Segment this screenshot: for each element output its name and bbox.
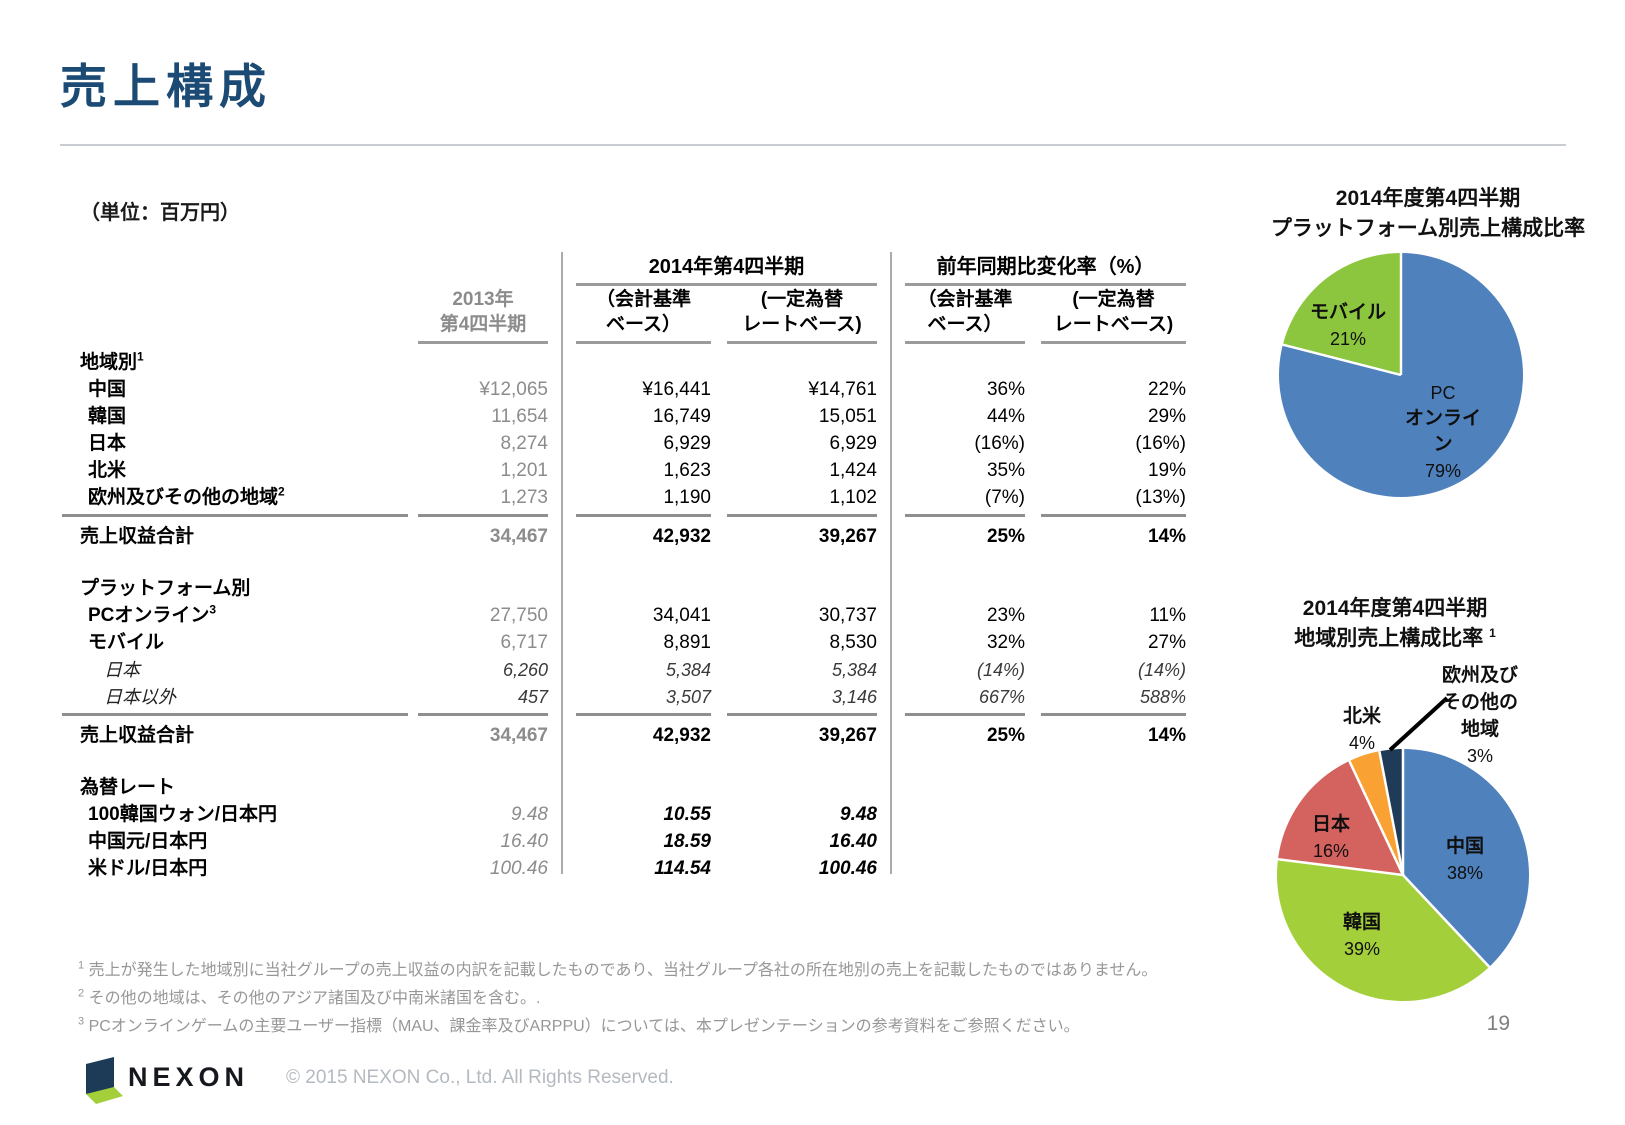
region-pie-title: 2014年度第4四半期 地域別売上構成比率 1: [1294, 597, 1496, 650]
pie-label-korea: 韓国 39%: [1342, 912, 1381, 959]
table-vertical-divider: [890, 252, 892, 874]
units-note: （単位：百万円）: [80, 202, 240, 224]
table-row-mobile-outside-japan: 日本以外 457 3,507 3,146 667% 588%: [104, 687, 1186, 707]
pie-label-mobile: モバイル 21%: [1309, 302, 1386, 349]
table-row-cny-jpy: 中国元/日本円 16.40 18.59 16.40: [88, 831, 877, 852]
page-title: 売上構成: [60, 60, 272, 113]
table-spacer: [62, 550, 1186, 572]
pie-label-pc-online: PC オンライン 79%: [1404, 383, 1481, 481]
table-row-china: 中国 ¥12,065 ¥16,441 ¥14,761 36% 22%: [88, 379, 1186, 400]
table-rule: [62, 710, 1186, 719]
pie-label-china: 中国 38%: [1445, 836, 1484, 883]
column-header-yoy-constant-fx: (一定為替 レートベース): [1041, 287, 1186, 344]
nexon-logo-icon: [86, 1057, 123, 1104]
footnote-2: 2 その他の地域は、その他のアジア諸国及び中南米諸国を含む。.: [78, 987, 541, 1007]
region-pie-chart: 2014年度第4四半期 地域別売上構成比率 1 欧州及び その他の 地域 3% …: [1230, 582, 1620, 1022]
group-header-yoy: 前年同期比変化率（%）: [905, 255, 1186, 286]
revenue-table: 2014年第4四半期 前年同期比変化率（%） 2013年 第4四半期 （会計基準…: [62, 252, 1186, 882]
table-row-usd-jpy: 米ドル/日本円 100.46 114.54 100.46: [88, 858, 877, 879]
table-row-region-total: 売上収益合計 34,467 42,932 39,267 25% 14%: [80, 526, 1186, 547]
region-pie: [1277, 749, 1529, 1001]
column-header-2014-constant-fx: (一定為替 レートベース): [727, 287, 877, 344]
table-row-mobile-japan: 日本 6,260 5,384 5,384 (14%) (14%): [104, 660, 1186, 680]
table-row-japan: 日本 8,274 6,929 6,929 (16%) (16%): [88, 433, 1186, 454]
section-header-fx: 為替レート: [80, 777, 176, 798]
pie-label-japan: 日本 16%: [1311, 814, 1350, 861]
footnote-3: 3 PCオンラインゲームの主要ユーザー指標（MAU、課金率及びARPPU）につい…: [78, 1015, 1080, 1035]
table-row-pc-online: PCオンライン3 27,750 34,041 30,737 23% 11%: [88, 602, 1186, 626]
title-divider: [60, 144, 1566, 146]
section-header-platform: プラットフォーム別: [80, 578, 251, 599]
pie-label-north-america: 北米 4%: [1342, 706, 1381, 753]
table-row-north-america: 北米 1,201 1,623 1,424 35% 19%: [88, 460, 1186, 481]
page-number: 19: [1486, 1012, 1510, 1035]
table-group-header-row: 2014年第4四半期 前年同期比変化率（%）: [62, 252, 1186, 286]
table-row-mobile: モバイル 6,717 8,891 8,530 32% 27%: [88, 632, 1186, 653]
column-header-yoy-accounting: （会計基準 ベース）: [905, 287, 1025, 344]
table-spacer: [62, 749, 1186, 771]
platform-pie-title: 2014年度第4四半期 プラットフォーム別売上構成比率: [1270, 187, 1586, 240]
table-row-platform-total: 売上収益合計 34,467 42,932 39,267 25% 14%: [80, 725, 1186, 746]
table-row-krw-jpy: 100韓国ウォン/日本円 9.48 10.55 9.48: [88, 804, 877, 825]
copyright-text: © 2015 NEXON Co., Ltd. All Rights Reserv…: [286, 1067, 674, 1088]
table-column-header-row: 2013年 第4四半期 （会計基準 ベース） (一定為替 レートベース) （会計…: [62, 286, 1186, 344]
section-header-region: 地域別1: [80, 349, 144, 373]
table-row-europe-others: 欧州及びその他の地域2 1,273 1,190 1,102 (7%) (13%): [88, 484, 1186, 508]
table-vertical-divider: [561, 252, 563, 874]
pie-label-europe-others: 欧州及び その他の 地域 3%: [1441, 665, 1518, 766]
table-rule: [62, 511, 1186, 520]
platform-pie-chart: 2014年度第4四半期 プラットフォーム別売上構成比率 モバイル 21% PC …: [1235, 178, 1615, 508]
column-header-2014-accounting: （会計基準 ベース）: [576, 287, 711, 344]
table-row-korea: 韓国 11,654 16,749 15,051 44% 29%: [88, 406, 1186, 427]
platform-pie: [1279, 253, 1523, 497]
column-header-2013: 2013年 第4四半期: [418, 287, 548, 344]
group-header-2014: 2014年第4四半期: [576, 255, 877, 286]
footnote-1: 1 売上が発生した地域別に当社グループの売上収益の内訳を記載したものであり、当社…: [78, 959, 1158, 979]
nexon-logo-text: NEXON: [128, 1062, 250, 1092]
